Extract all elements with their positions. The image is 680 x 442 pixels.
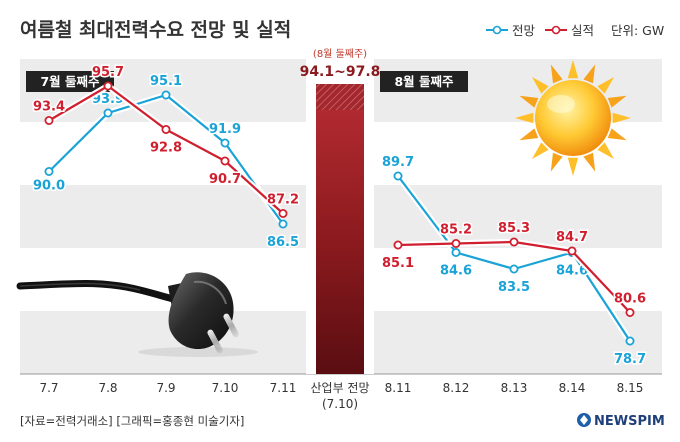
data-label-actual: 84.7 [556, 230, 588, 245]
data-label-forecast: 84.6 [440, 264, 472, 279]
sun-ray [532, 77, 549, 94]
legend-forecast-label: 전망 [512, 23, 536, 38]
data-label-forecast: 84.6 [556, 264, 588, 279]
center-bar-hatched [316, 84, 364, 110]
data-point-actual [278, 208, 288, 218]
sun-ray [583, 64, 596, 84]
brand-name: NEWSPIM [594, 414, 665, 429]
data-point-forecast [103, 108, 113, 118]
x-tick-label: 8.13 [501, 381, 528, 395]
data-point-actual [393, 240, 403, 250]
data-label-forecast: 86.5 [267, 235, 299, 250]
data-label-actual: 85.1 [382, 256, 414, 271]
data-label-actual: 87.2 [267, 193, 299, 208]
sun-ray [567, 60, 579, 79]
data-point-forecast [625, 336, 635, 346]
legend-actual-label: 실적 [571, 23, 594, 38]
panel-label-july: 7월 둘째주 [26, 71, 114, 92]
data-point-forecast [161, 90, 171, 100]
x-tick-label: 7.11 [270, 381, 297, 395]
data-point-forecast [451, 247, 461, 257]
series-halo [397, 238, 633, 315]
panel-1: 7.7 7.8 7.9 7.10 7.1190.093.995.191.986.593.… [31, 64, 300, 396]
data-label-forecast: 78.7 [614, 352, 646, 367]
plug-icon [16, 272, 258, 357]
data-point-actual [451, 238, 461, 248]
data-label-forecast: 83.5 [498, 280, 530, 295]
panel-label-august-text: 8월 둘째주 [394, 74, 454, 89]
data-point-actual [103, 81, 113, 91]
center-bar [316, 110, 364, 374]
data-point-forecast [220, 138, 230, 148]
source-credit: [자료=전력거래소] [그래픽=홍종현 미술기자] [20, 414, 244, 428]
center-forecast-panel: (8월 둘째주) 94.1~97.8 산업부 전망 (7.10) [300, 42, 381, 411]
chart-title: 여름철 최대전력수요 전망 및 실적 [20, 19, 291, 41]
x-tick-label: 8.15 [617, 381, 644, 395]
sun-ray [597, 142, 614, 159]
x-tick-label: 7.9 [156, 381, 175, 395]
data-label-actual: 85.2 [440, 223, 472, 238]
data-point-forecast [278, 219, 288, 229]
x-tick-label: 7.8 [98, 381, 117, 395]
x-tick-label: 7.10 [212, 381, 239, 395]
data-point-actual [567, 246, 577, 256]
data-point-actual [161, 125, 171, 135]
sun-ray [519, 128, 539, 141]
sun-ray [567, 157, 579, 176]
data-label-actual: 93.4 [33, 100, 65, 115]
x-tick-label: 8.14 [559, 381, 586, 395]
sun-ray [607, 95, 627, 108]
data-point-actual [509, 237, 519, 247]
legend: 전망 실적 단위: GW [486, 23, 664, 38]
center-range: 94.1~97.8 [300, 64, 381, 80]
data-point-actual [44, 116, 54, 126]
data-label-forecast: 90.0 [33, 179, 65, 194]
data-label-forecast: 95.1 [150, 74, 182, 89]
data-point-actual [220, 156, 230, 166]
sun-ray [550, 64, 563, 84]
legend-forecast: 전망 [486, 23, 536, 38]
x-tick-label: 7.7 [39, 381, 58, 395]
center-label-line2: (7.10) [322, 397, 358, 411]
data-label-actual: 80.6 [614, 292, 646, 307]
brand-logo: NEWSPIM [577, 413, 665, 429]
data-label-forecast: 91.9 [209, 122, 241, 137]
sun-ray [519, 95, 539, 108]
legend-actual: 실적 [545, 23, 594, 38]
sun-icon [515, 60, 631, 176]
data-point-forecast [44, 166, 54, 176]
panel-label-july-text: 7월 둘째주 [40, 74, 100, 89]
unit-label: 단위: GW [611, 23, 664, 38]
data-point-forecast [509, 264, 519, 274]
data-label-actual: 95.7 [92, 65, 124, 80]
sun-ray [532, 142, 549, 159]
data-label-actual: 92.8 [150, 141, 182, 156]
sun-ray [612, 112, 631, 124]
data-point-actual [625, 307, 635, 317]
panel-label-august: 8월 둘째주 [380, 71, 468, 92]
data-point-forecast [393, 171, 403, 181]
data-label-actual: 85.3 [498, 221, 530, 236]
center-label-line1: 산업부 전망 [310, 381, 369, 395]
sun-ray [597, 77, 614, 94]
sun-ray [583, 152, 596, 172]
panel-2: 8.11 8.12 8.13 8.14 8.15 89.7 84.6 83.5 84.6 78.7… [380, 154, 647, 396]
x-tick-label: 8.12 [443, 381, 470, 395]
sun-ray [550, 152, 563, 172]
data-label-forecast: 89.7 [382, 155, 414, 170]
sun-ray [515, 112, 534, 124]
data-label-actual: 90.7 [209, 172, 241, 187]
chart-marks: 7.7 7.8 7.9 7.10 7.1190.093.995.191.986.593.… [31, 64, 647, 396]
x-tick-label: 8.11 [385, 381, 412, 395]
sun-ray [607, 128, 627, 141]
center-note: (8월 둘째주) [313, 48, 367, 60]
